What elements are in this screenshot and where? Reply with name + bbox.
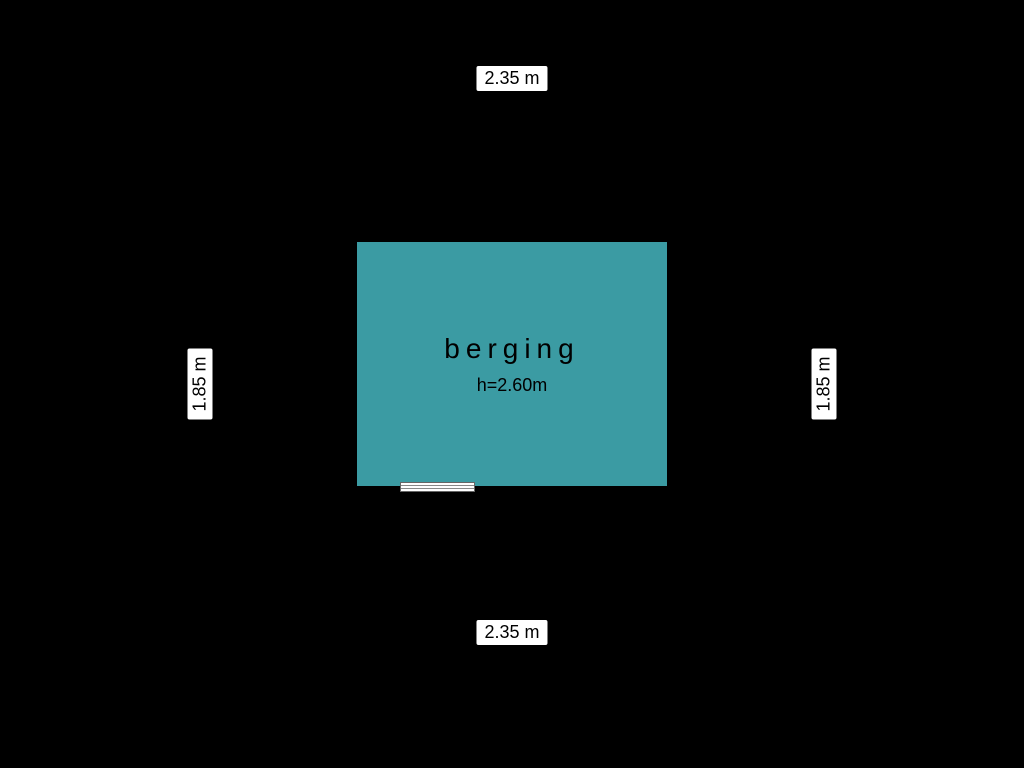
- dimension-right: 1.85 m: [812, 348, 837, 419]
- room-height-label: h=2.60m: [477, 375, 548, 396]
- room-name-label: berging: [444, 333, 579, 365]
- dimension-left: 1.85 m: [188, 348, 213, 419]
- floorplan-canvas: berging h=2.60m 2.35 m 2.35 m 1.85 m 1.8…: [0, 0, 1024, 768]
- dimension-bottom: 2.35 m: [476, 620, 547, 645]
- dimension-top: 2.35 m: [476, 66, 547, 91]
- room-berging: berging h=2.60m: [355, 240, 669, 488]
- door-threshold: [400, 482, 475, 492]
